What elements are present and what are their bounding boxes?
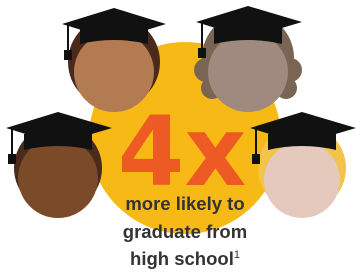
graduate-icon bbox=[6, 112, 112, 218]
caption-line: graduate from bbox=[123, 221, 247, 242]
footnote-marker: 1 bbox=[234, 249, 240, 261]
caption-line: high school1 bbox=[130, 248, 240, 269]
infographic: 4x more likely to graduate from high sch… bbox=[0, 0, 360, 273]
caption-line: more likely to bbox=[125, 193, 244, 214]
graduate-icon bbox=[250, 112, 356, 218]
caption-line-text: high school bbox=[130, 248, 234, 269]
headline: 4x bbox=[118, 96, 247, 208]
